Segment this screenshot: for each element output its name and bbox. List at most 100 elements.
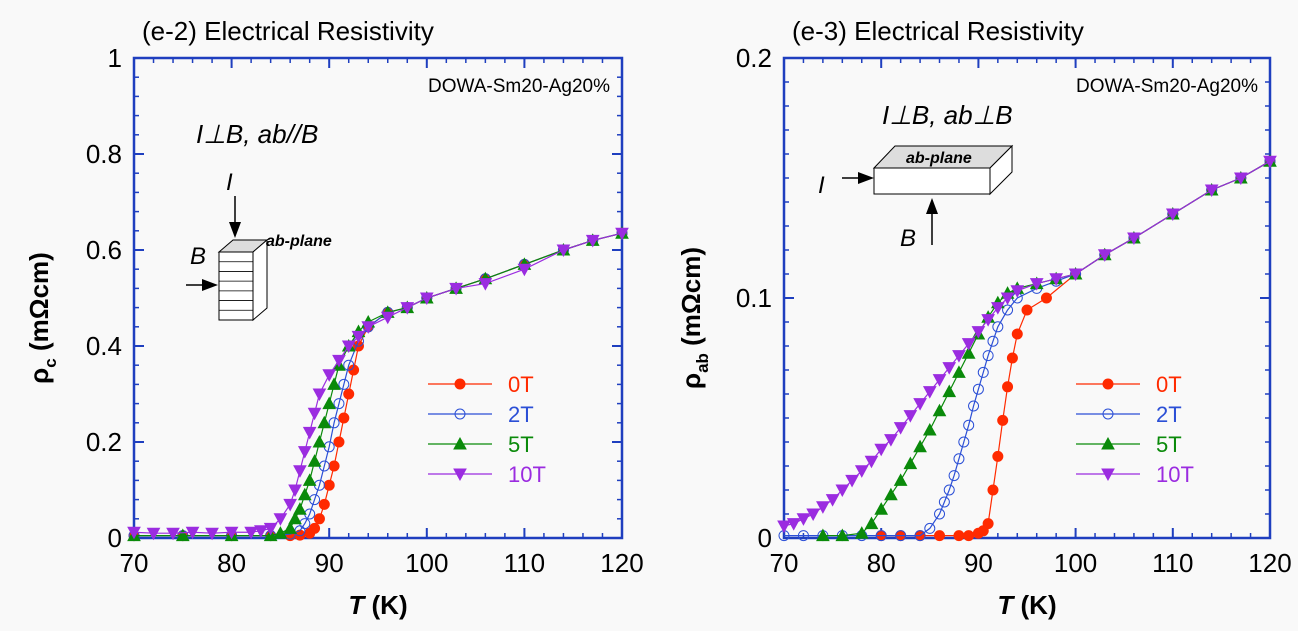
data-point xyxy=(146,527,161,541)
inset-diagram-1: I Bab-plane xyxy=(186,169,332,322)
series-line xyxy=(783,160,1271,527)
data-point xyxy=(323,479,335,491)
x-axis-unit: (K) xyxy=(364,590,407,620)
data-point xyxy=(1000,292,1015,306)
data-point xyxy=(924,522,936,534)
data-point xyxy=(968,400,980,412)
data-point xyxy=(478,278,493,291)
data-point xyxy=(961,338,976,351)
data-point xyxy=(1233,172,1248,186)
sample-label: DOWA-Sm20-Ag20% xyxy=(428,76,610,97)
data-point xyxy=(875,530,887,542)
inset-arrowhead xyxy=(926,198,938,214)
data-point xyxy=(283,521,298,534)
data-point xyxy=(806,508,821,522)
data-point xyxy=(328,417,340,429)
data-point xyxy=(903,456,918,470)
legend-marker xyxy=(453,468,467,482)
data-point xyxy=(175,528,190,542)
series-5T xyxy=(127,226,629,542)
data-point xyxy=(273,526,288,539)
data-point xyxy=(982,350,994,362)
data-point xyxy=(419,292,434,306)
legend-marker xyxy=(454,378,466,390)
x-tick-label: 70 xyxy=(770,548,799,578)
data-point xyxy=(312,388,327,402)
data-point xyxy=(932,403,947,417)
legend-label: 5T xyxy=(508,432,534,457)
series-10T xyxy=(127,227,629,541)
y-tick-label: 0 xyxy=(108,523,122,553)
data-point xyxy=(517,263,532,277)
data-point xyxy=(302,426,317,440)
series-line xyxy=(784,160,1271,537)
series-line xyxy=(134,232,623,537)
legend-label: 10T xyxy=(508,462,546,487)
data-point xyxy=(288,484,302,498)
data-point xyxy=(972,383,984,395)
data-point xyxy=(1097,249,1112,262)
data-point xyxy=(922,386,937,399)
series-5T xyxy=(816,154,1277,542)
data-point xyxy=(992,450,1004,462)
y-tick-label: 1 xyxy=(108,43,122,73)
series-line xyxy=(134,232,623,537)
inset-box-front xyxy=(873,167,991,195)
data-point xyxy=(874,443,889,457)
series-line xyxy=(133,232,623,534)
data-point xyxy=(981,314,995,327)
data-point xyxy=(1263,155,1277,169)
x-tick-label: 80 xyxy=(867,548,896,578)
data-point xyxy=(903,410,918,423)
data-point xyxy=(777,520,791,534)
y-axis-symbol: ρ xyxy=(676,373,706,389)
data-point xyxy=(317,415,332,429)
legend-marker xyxy=(1102,378,1114,390)
y-tick-label: 0.2 xyxy=(736,43,772,73)
x-axis-label: T (K) xyxy=(348,590,407,620)
data-point xyxy=(914,530,926,542)
series-line xyxy=(822,160,1271,537)
data-point xyxy=(1006,352,1018,364)
data-point xyxy=(963,419,975,431)
data-point xyxy=(961,346,976,359)
data-point xyxy=(338,412,350,424)
legend-marker xyxy=(454,408,466,420)
inset-box-front xyxy=(218,251,254,321)
data-point xyxy=(283,498,298,512)
data-point xyxy=(318,498,330,510)
data-point xyxy=(1029,278,1044,291)
data-point xyxy=(185,526,200,540)
data-point xyxy=(254,525,268,538)
chart-title: (e-3) Electrical Resistivity xyxy=(792,16,1084,46)
y-tick-label: 0.8 xyxy=(86,139,122,169)
data-point xyxy=(309,522,321,534)
legend-marker xyxy=(1101,468,1115,482)
x-axis-label: T (K) xyxy=(997,590,1056,620)
data-point xyxy=(1068,268,1083,282)
data-point xyxy=(556,244,571,258)
data-point xyxy=(224,526,239,540)
y-tick-label: 0.6 xyxy=(86,235,122,265)
data-point xyxy=(1165,208,1180,222)
data-point xyxy=(884,487,898,501)
y-tick-label: 0.2 xyxy=(86,427,122,457)
legend-label: 0T xyxy=(1156,372,1182,397)
data-point xyxy=(987,335,999,347)
inset-arrowhead xyxy=(202,279,218,291)
data-point xyxy=(400,302,415,315)
y-axis-label: ρab (mΩcm) xyxy=(676,247,712,389)
inset-current-label: I xyxy=(818,172,825,199)
data-point xyxy=(934,530,946,542)
data-point xyxy=(943,484,955,496)
x-tick-label: 100 xyxy=(405,548,448,578)
x-axis-symbol: T xyxy=(348,590,366,620)
x-tick-label: 120 xyxy=(1248,548,1291,578)
data-point xyxy=(127,526,141,540)
data-point xyxy=(273,513,288,526)
data-point xyxy=(816,501,830,514)
x-tick-label: 90 xyxy=(315,548,344,578)
data-point xyxy=(1021,304,1033,316)
data-point xyxy=(874,502,889,515)
